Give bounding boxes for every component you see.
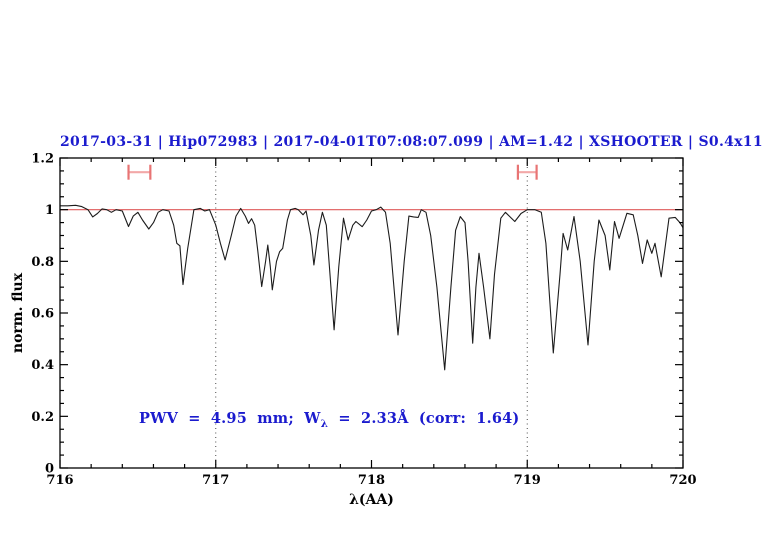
annotation-post: = 2.33Å (corr: 1.64): [328, 410, 520, 427]
x-tick-label: 718: [358, 473, 385, 488]
y-tick-label: 0.2: [31, 410, 54, 425]
y-tick-label: 0: [45, 462, 54, 477]
x-tick-label: 720: [669, 473, 696, 488]
tick-marks: [59, 157, 684, 469]
x-tick-labels: 716 717 718 719 720: [46, 473, 696, 488]
y-tick-label: 0.8: [31, 255, 54, 270]
plot-title: 2017-03-31 | Hip072983 | 2017-04-01T07:0…: [60, 134, 763, 150]
y-tick-labels: 0 0.2 0.4 0.6 0.8 1 1.2: [31, 152, 54, 477]
spectrum-line: [60, 204, 684, 371]
range-marker: [516, 164, 538, 180]
annotation-pre: PWV = 4.95 mm; W: [139, 410, 321, 427]
x-tick-label: 719: [514, 473, 541, 488]
x-axis-label: λ(AA): [349, 492, 394, 508]
y-tick-label: 0.6: [31, 307, 54, 322]
annotation-lambda-subscript: λ: [320, 417, 329, 430]
x-tick-label: 717: [202, 473, 229, 488]
y-tick-label: 1.2: [31, 152, 54, 167]
x-tick-label: 716: [46, 473, 73, 488]
pwv-annotation: PWV = 4.95 mm; Wλ = 2.33Å (corr: 1.64): [139, 410, 519, 430]
range-marker: [127, 164, 152, 180]
y-tick-label: 0.4: [31, 358, 54, 373]
y-tick-label: 1: [45, 203, 54, 218]
